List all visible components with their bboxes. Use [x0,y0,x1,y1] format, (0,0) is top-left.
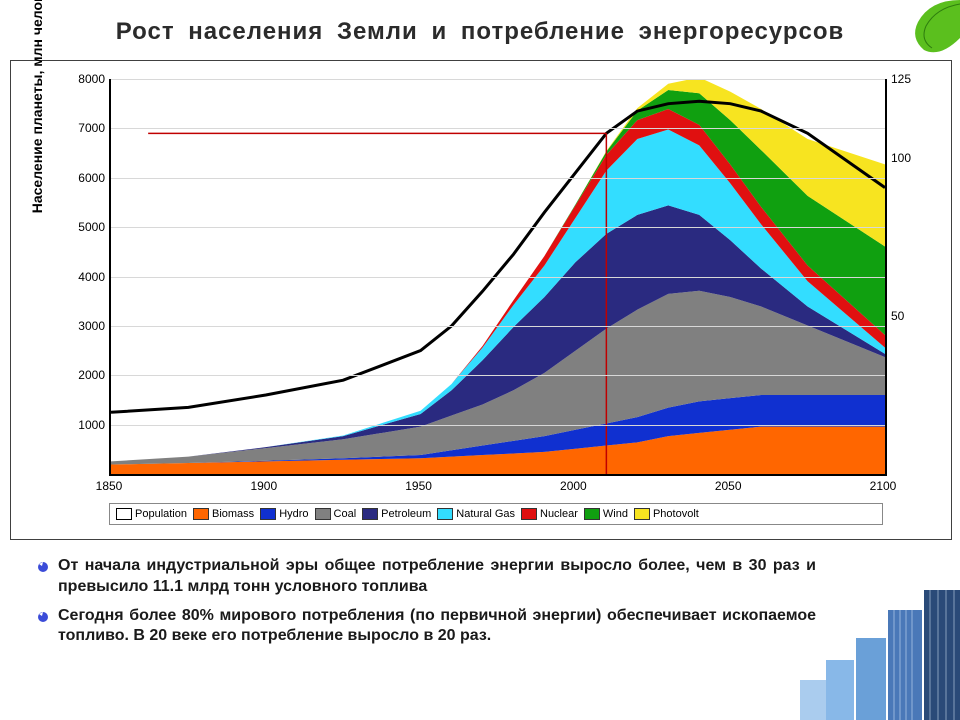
y-ticks-right: 50100125 [887,79,927,474]
y-ticks-left: 10002000300040005000600070008000 [65,79,105,474]
x-ticks: 185019001950200020502100 [109,479,883,497]
chart-legend: Population Biomass Hydro Coal Petroleum Natur… [109,503,883,525]
bullet-text: Сегодня более 80% мирового потребления (… [58,606,816,648]
bullet-icon [36,556,58,598]
legend-item-wind: Wind [584,508,628,520]
legend-item-biomass: Biomass [193,508,254,520]
bullet-list: От начала индустриальной эры общее потре… [36,556,816,655]
legend-item-population: Population [116,508,187,520]
slide-title: Рост населения Земли и потребление энерг… [0,18,960,46]
legend-item-nuclear: Nuclear [521,508,578,520]
buildings-decor [800,590,960,720]
legend-item-coal: Coal [315,508,357,520]
legend-item-natgas: Natural Gas [437,508,515,520]
y-axis-left-label: Население планеты, млн человек [29,0,45,221]
plot-area: 2010 [109,79,887,476]
bullet-item: Сегодня более 80% мирового потребления (… [36,606,816,648]
bullet-item: От начала индустриальной эры общее потре… [36,556,816,598]
legend-item-petroleum: Petroleum [362,508,431,520]
bullet-text: От начала индустриальной эры общее потре… [58,556,816,598]
bullet-icon [36,606,58,648]
chart-container: Население планеты, млн человек Гигабарел… [10,60,952,540]
legend-item-photovolt: Photovolt [634,508,699,520]
legend-item-hydro: Hydro [260,508,308,520]
logo-placeholder [6,690,96,714]
